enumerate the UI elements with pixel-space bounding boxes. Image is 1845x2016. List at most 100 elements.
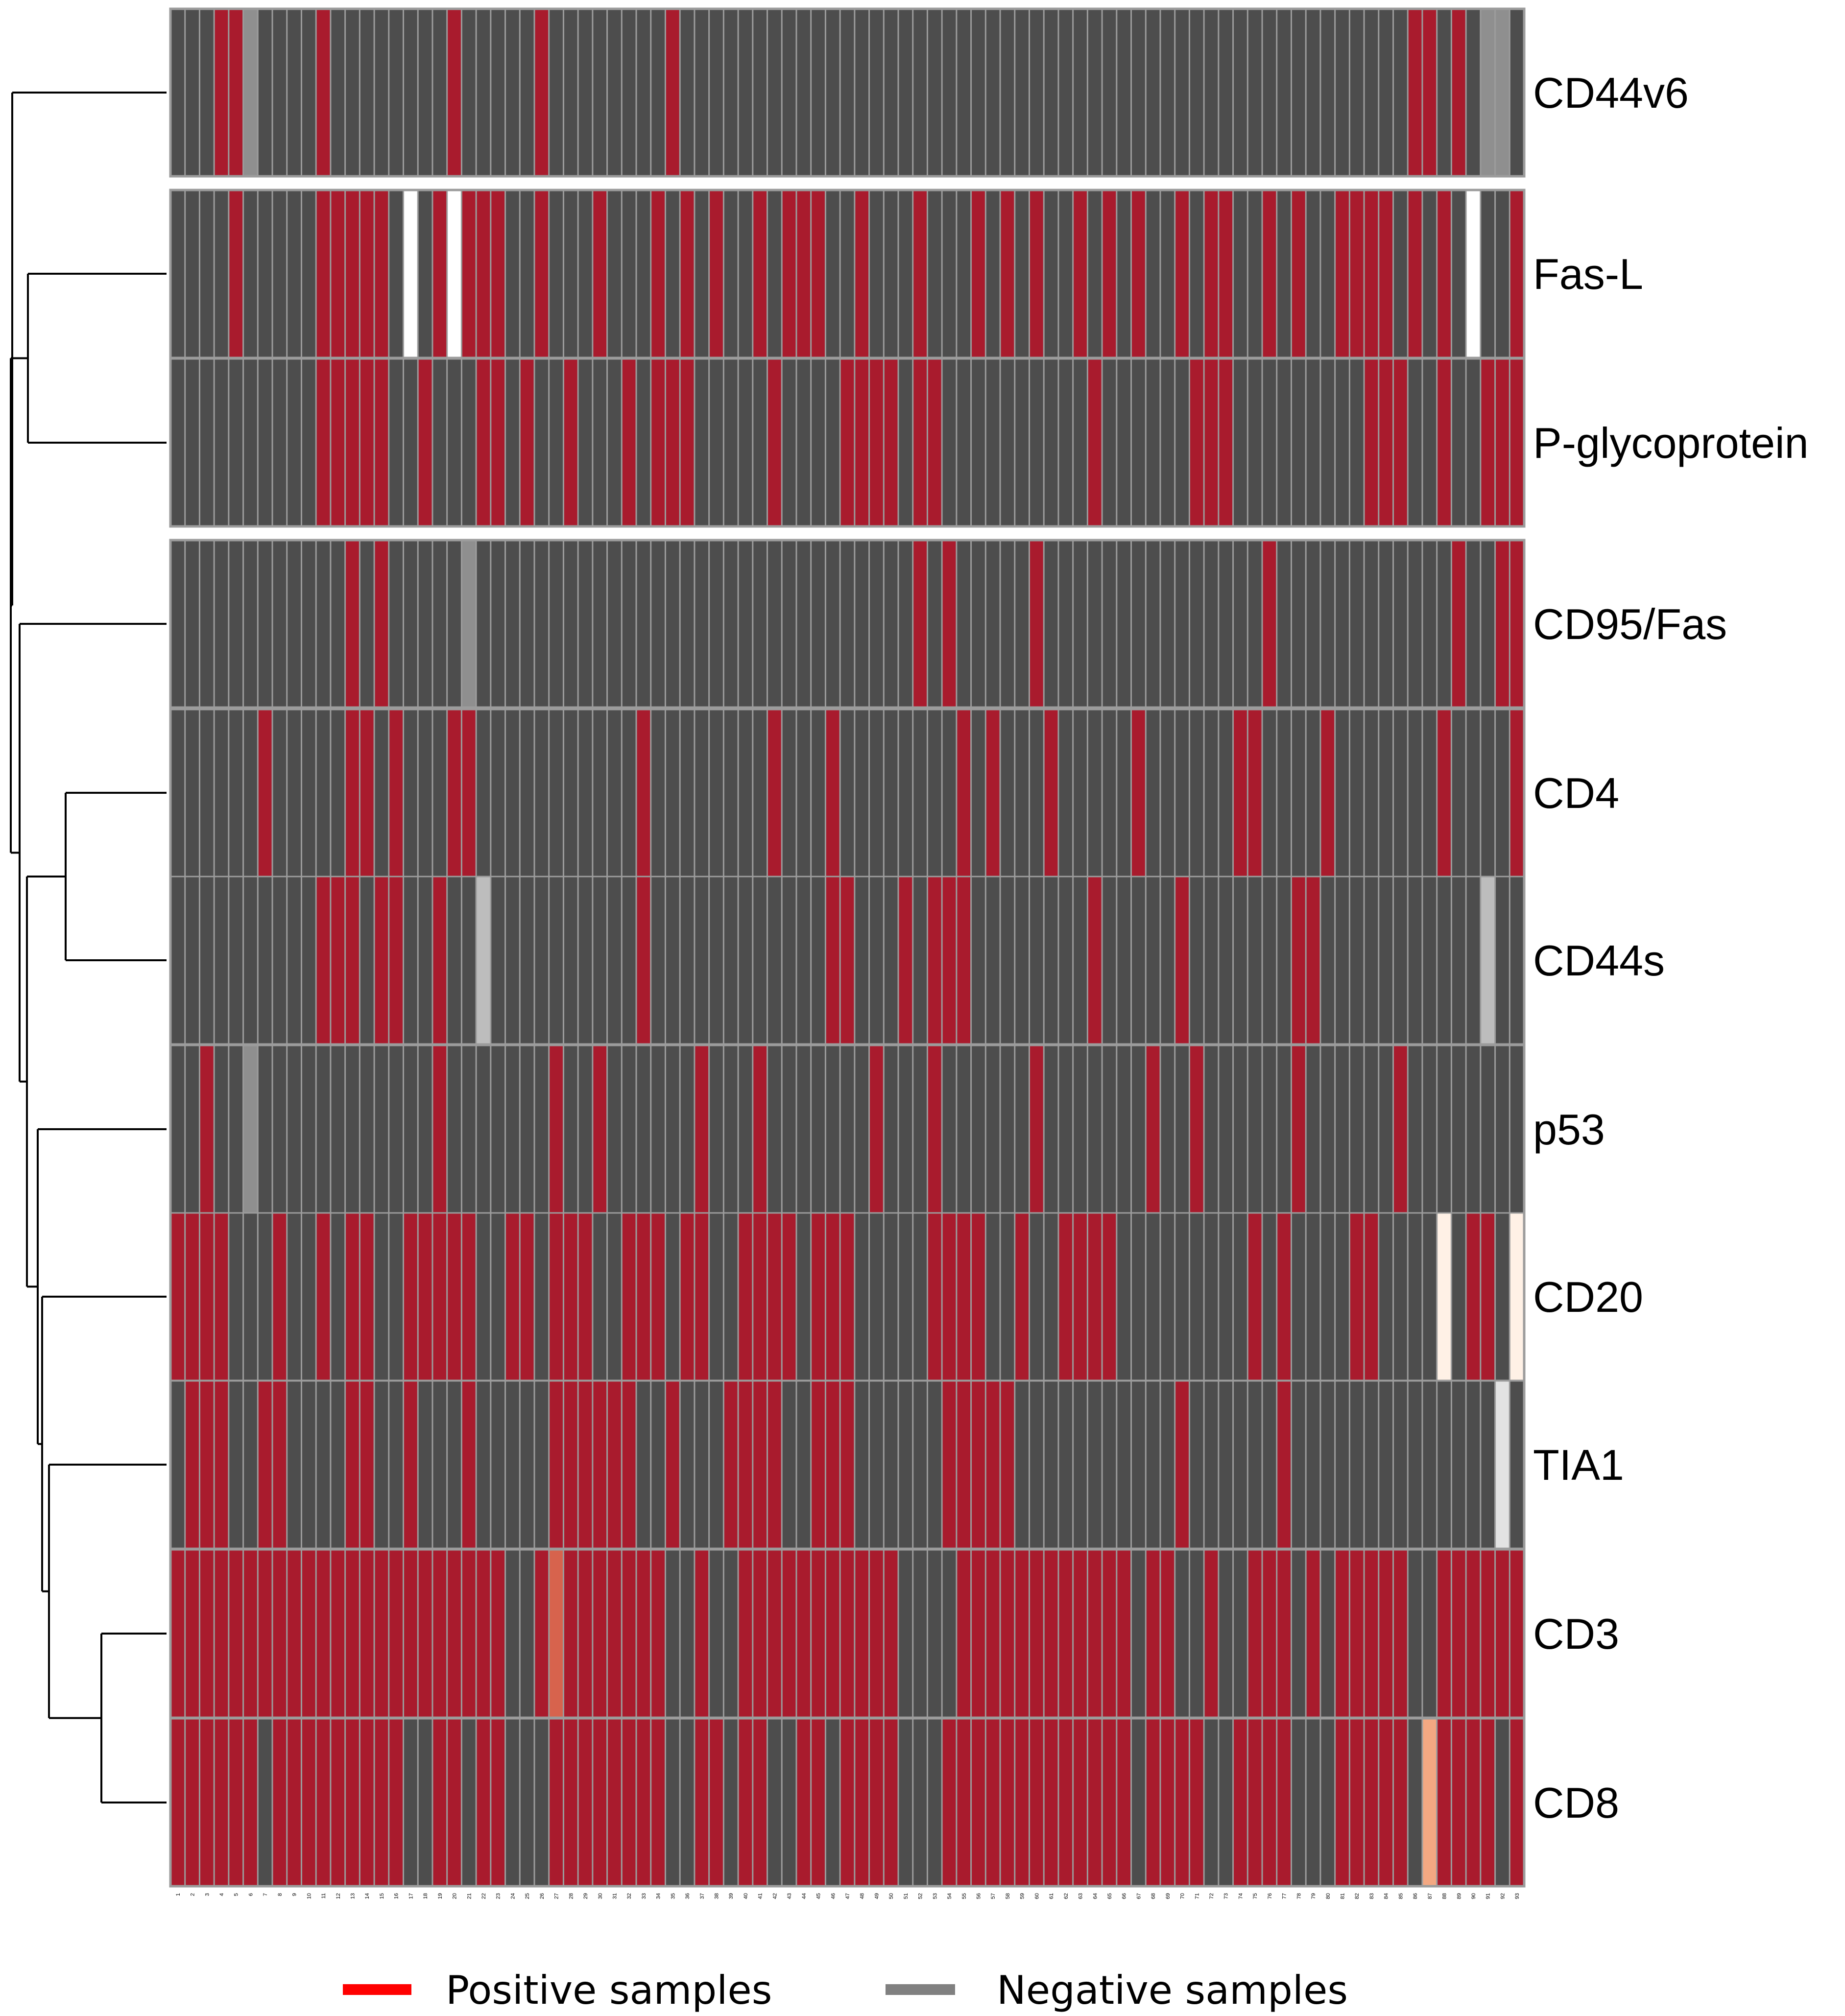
heatmap-cell bbox=[1348, 1044, 1365, 1214]
heatmap-cell bbox=[956, 1044, 972, 1214]
heatmap-cell bbox=[271, 1380, 288, 1549]
column-tick-label: 5 bbox=[234, 1893, 240, 1896]
heatmap-cell bbox=[460, 539, 477, 709]
heatmap-cell bbox=[388, 876, 405, 1045]
heatmap-cell bbox=[635, 708, 652, 878]
heatmap-cell bbox=[1130, 539, 1147, 709]
heatmap-cell bbox=[1450, 358, 1467, 527]
row-label: CD4 bbox=[1533, 769, 1619, 817]
heatmap-cell bbox=[1203, 1549, 1220, 1718]
heatmap-cell bbox=[621, 539, 637, 709]
heatmap-cell bbox=[767, 539, 783, 709]
heatmap-cell bbox=[533, 1212, 550, 1381]
heatmap-cell bbox=[1363, 1549, 1380, 1718]
heatmap-cell bbox=[1130, 708, 1147, 878]
heatmap-cell bbox=[737, 539, 754, 709]
heatmap-cell bbox=[417, 8, 433, 177]
heatmap-cell bbox=[460, 1044, 477, 1214]
column-tick-label: 80 bbox=[1325, 1893, 1331, 1899]
heatmap-cell bbox=[519, 539, 535, 709]
heatmap-cell bbox=[475, 876, 492, 1045]
heatmap-cell bbox=[1392, 1380, 1409, 1549]
column-tick-label: 12 bbox=[335, 1893, 341, 1899]
heatmap-cell bbox=[1480, 1549, 1496, 1718]
heatmap-cell bbox=[767, 1549, 783, 1718]
heatmap-cell bbox=[388, 1212, 405, 1381]
heatmap-cell bbox=[1348, 1549, 1365, 1718]
heatmap-cell bbox=[242, 1044, 259, 1214]
heatmap-cell bbox=[1494, 1212, 1511, 1381]
heatmap-cell bbox=[286, 539, 303, 709]
heatmap-cell bbox=[1305, 1044, 1321, 1214]
heatmap-cell bbox=[519, 1718, 535, 1887]
heatmap-cell bbox=[257, 1380, 273, 1549]
heatmap-cell bbox=[1494, 708, 1511, 878]
heatmap-cell bbox=[984, 1718, 1001, 1887]
heatmap-cell bbox=[970, 189, 987, 358]
heatmap-cell bbox=[781, 189, 797, 358]
heatmap-cell bbox=[635, 1044, 652, 1214]
heatmap-cell bbox=[1276, 189, 1293, 358]
heatmap-cell bbox=[1392, 708, 1409, 878]
heatmap-cell bbox=[1159, 876, 1176, 1045]
heatmap-cell bbox=[373, 1044, 390, 1214]
heatmap-cell bbox=[562, 876, 579, 1045]
heatmap-cell bbox=[1246, 1549, 1263, 1718]
heatmap-cell bbox=[504, 8, 521, 177]
heatmap-cell bbox=[883, 1212, 899, 1381]
row-label: CD44s bbox=[1533, 936, 1665, 985]
heatmap-cell bbox=[1319, 1212, 1336, 1381]
heatmap-cell bbox=[1072, 1044, 1089, 1214]
heatmap-cell bbox=[854, 1380, 870, 1549]
heatmap-cell bbox=[1494, 358, 1511, 527]
heatmap-cell bbox=[431, 1044, 448, 1214]
heatmap-cell bbox=[1159, 189, 1176, 358]
heatmap-cell bbox=[1029, 8, 1045, 177]
heatmap-cell bbox=[694, 1549, 710, 1718]
heatmap-cell bbox=[300, 1549, 317, 1718]
heatmap-cell bbox=[664, 1380, 681, 1549]
heatmap-cell bbox=[300, 189, 317, 358]
heatmap-cell bbox=[1261, 876, 1278, 1045]
column-tick-label: 54 bbox=[947, 1893, 953, 1899]
heatmap-cell bbox=[912, 1212, 929, 1381]
heatmap-cell bbox=[198, 876, 215, 1045]
column-tick-label: 91 bbox=[1486, 1893, 1491, 1899]
heatmap-cell bbox=[956, 1380, 972, 1549]
heatmap-cell bbox=[431, 1718, 448, 1887]
heatmap-cell bbox=[767, 1718, 783, 1887]
heatmap-cell bbox=[1319, 189, 1336, 358]
heatmap-cell bbox=[1319, 539, 1336, 709]
heatmap-cell bbox=[1494, 539, 1511, 709]
heatmap-cell bbox=[577, 1549, 594, 1718]
column-tick-label: 27 bbox=[554, 1893, 560, 1899]
heatmap-cell bbox=[767, 708, 783, 878]
heatmap-cell bbox=[722, 1549, 739, 1718]
heatmap-cell bbox=[1014, 1380, 1030, 1549]
heatmap-cell bbox=[1261, 1549, 1278, 1718]
heatmap-cell bbox=[330, 708, 346, 878]
heatmap-cell bbox=[941, 539, 958, 709]
heatmap-cell bbox=[824, 8, 841, 177]
heatmap-cell bbox=[184, 1549, 201, 1718]
heatmap-cell bbox=[300, 1380, 317, 1549]
heatmap-cell bbox=[839, 8, 856, 177]
heatmap-cell bbox=[1290, 1718, 1307, 1887]
heatmap-cell bbox=[271, 1549, 288, 1718]
column-tick-label: 15 bbox=[379, 1893, 385, 1899]
heatmap-cell bbox=[359, 1718, 375, 1887]
heatmap-cell bbox=[1218, 1044, 1234, 1214]
heatmap-cell bbox=[621, 876, 637, 1045]
heatmap-cell bbox=[1246, 876, 1263, 1045]
heatmap-cell bbox=[1116, 1212, 1132, 1381]
heatmap-cell bbox=[359, 1212, 375, 1381]
heatmap-cell bbox=[1086, 8, 1103, 177]
column-tick-label: 49 bbox=[874, 1893, 880, 1899]
heatmap-cell bbox=[504, 1549, 521, 1718]
heatmap-cell bbox=[271, 876, 288, 1045]
heatmap-cell bbox=[373, 539, 390, 709]
heatmap-cell bbox=[999, 8, 1016, 177]
heatmap-cell bbox=[490, 539, 506, 709]
heatmap-cell bbox=[344, 539, 361, 709]
heatmap-cell bbox=[228, 539, 244, 709]
